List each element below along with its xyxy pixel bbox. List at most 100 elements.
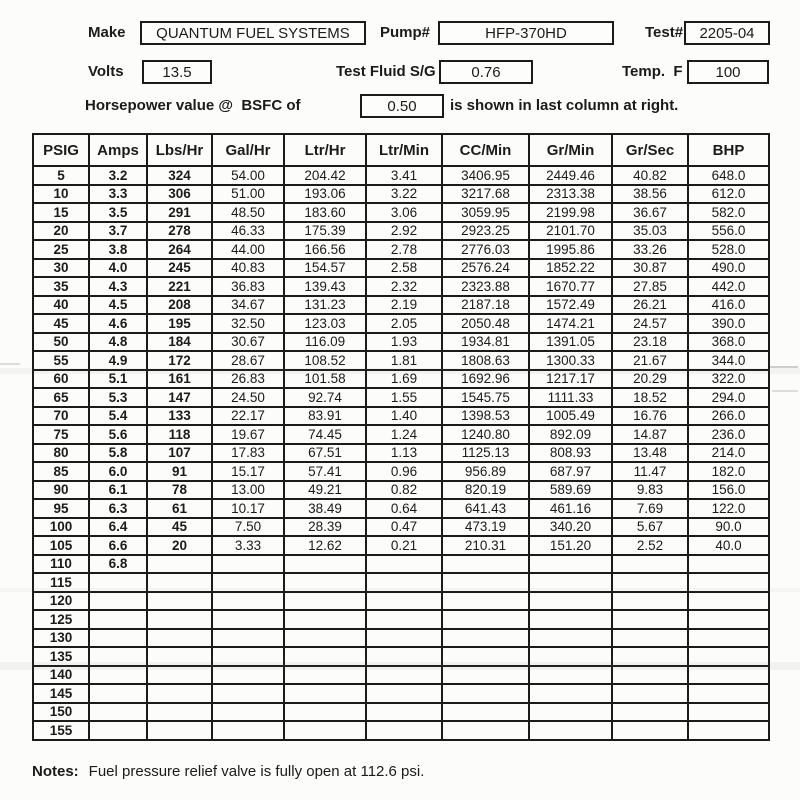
cell-gr-sec: [611, 627, 689, 648]
cell-gr-sec: [611, 572, 689, 593]
table-row: 135: [32, 646, 770, 667]
cell-gr-sec: [611, 609, 689, 630]
cell-bhp: 416.0: [687, 294, 770, 315]
cell-gr-min: 808.93: [528, 442, 613, 463]
cell-gr-min: [528, 664, 613, 685]
table-row: 155: [32, 720, 770, 741]
cell-bhp: 122.0: [687, 498, 770, 519]
cell-gr-sec: 36.67: [611, 202, 689, 223]
cell-lbs-hr: 291: [146, 202, 213, 223]
cell-ltr-hr: 83.91: [283, 405, 367, 426]
cell-gal-hr: 51.00: [211, 183, 285, 204]
test-number-label: Test#: [645, 24, 684, 41]
cell-ltr-hr: [283, 553, 367, 574]
cell-amps: 3.3: [88, 183, 148, 204]
cell-bhp: 612.0: [687, 183, 770, 204]
cell-amps: 4.3: [88, 276, 148, 297]
cell-ltr-min: 1.55: [365, 387, 443, 408]
cell-ltr-hr: 38.49: [283, 498, 367, 519]
cell-ltr-hr: 204.42: [283, 165, 367, 186]
cell-gal-hr: 46.33: [211, 220, 285, 241]
cell-gr-sec: 26.21: [611, 294, 689, 315]
cell-cc-min: 2776.03: [441, 239, 530, 260]
cell-cc-min: [441, 627, 530, 648]
cell-psig: 35: [32, 276, 90, 297]
cell-bhp: 322.0: [687, 368, 770, 389]
cell-psig: 70: [32, 405, 90, 426]
cell-psig: 25: [32, 239, 90, 260]
cell-cc-min: 2576.24: [441, 257, 530, 278]
make-value: QUANTUM FUEL SYSTEMS: [156, 24, 350, 42]
cell-bhp: 156.0: [687, 479, 770, 500]
cell-lbs-hr: 61: [146, 498, 213, 519]
cell-psig: 140: [32, 664, 90, 685]
cell-gr-min: [528, 701, 613, 722]
cell-lbs-hr: [146, 553, 213, 574]
table-row: 35 4.3 221 36.83 139.43 2.32 2323.88 1670.77 27.…: [32, 276, 770, 297]
cell-ltr-min: [365, 553, 443, 574]
cell-psig: 145: [32, 683, 90, 704]
cell-cc-min: [441, 590, 530, 611]
cell-ltr-hr: 74.45: [283, 424, 367, 445]
test-number-field: 2205-04: [684, 21, 770, 45]
cell-gal-hr: 13.00: [211, 479, 285, 500]
cell-amps: 4.5: [88, 294, 148, 315]
table-row: 5 3.2 324 54.00 204.42 3.41 3406.95 2449.46 40.8…: [32, 165, 770, 186]
cell-gr-sec: 5.67: [611, 516, 689, 537]
cell-gr-sec: 7.69: [611, 498, 689, 519]
cell-bhp: 182.0: [687, 461, 770, 482]
cell-cc-min: 1934.81: [441, 331, 530, 352]
cell-lbs-hr: 324: [146, 165, 213, 186]
cell-bhp: [687, 572, 770, 593]
cell-psig: 20: [32, 220, 90, 241]
cell-cc-min: 3406.95: [441, 165, 530, 186]
cell-amps: 5.8: [88, 442, 148, 463]
cell-ltr-min: 1.13: [365, 442, 443, 463]
cell-lbs-hr: 161: [146, 368, 213, 389]
cell-lbs-hr: 195: [146, 313, 213, 334]
cell-ltr-min: 2.92: [365, 220, 443, 241]
test-fluid-sg-label: Test Fluid S/G: [336, 63, 436, 80]
cell-cc-min: [441, 572, 530, 593]
cell-gr-min: 1474.21: [528, 313, 613, 334]
cell-gal-hr: 15.17: [211, 461, 285, 482]
cell-lbs-hr: 91: [146, 461, 213, 482]
cell-lbs-hr: 208: [146, 294, 213, 315]
cell-cc-min: 1692.96: [441, 368, 530, 389]
cell-lbs-hr: 278: [146, 220, 213, 241]
notes-line: Notes: Fuel pressure relief valve is full…: [32, 763, 424, 780]
table-row: 130: [32, 627, 770, 648]
column-header-ltr-min: Ltr/Min: [365, 133, 443, 167]
cell-bhp: [687, 683, 770, 704]
cell-cc-min: [441, 720, 530, 741]
cell-ltr-min: [365, 720, 443, 741]
cell-psig: 120: [32, 590, 90, 611]
cell-amps: 6.3: [88, 498, 148, 519]
cell-psig: 130: [32, 627, 90, 648]
cell-cc-min: 1240.80: [441, 424, 530, 445]
cell-gr-sec: 18.52: [611, 387, 689, 408]
cell-bhp: [687, 609, 770, 630]
cell-ltr-min: [365, 664, 443, 685]
cell-cc-min: 2323.88: [441, 276, 530, 297]
cell-ltr-min: 0.64: [365, 498, 443, 519]
temp-f-label: Temp. F: [622, 63, 683, 80]
cell-ltr-min: 2.32: [365, 276, 443, 297]
cell-gr-min: [528, 683, 613, 704]
table-row: 115: [32, 572, 770, 593]
cell-bhp: [687, 646, 770, 667]
cell-amps: 3.2: [88, 165, 148, 186]
cell-cc-min: 3217.68: [441, 183, 530, 204]
cell-psig: 55: [32, 350, 90, 371]
table-row: 15 3.5 291 48.50 183.60 3.06 3059.95 2199.98 36.…: [32, 202, 770, 223]
cell-gal-hr: [211, 720, 285, 741]
cell-amps: [88, 683, 148, 704]
cell-ltr-hr: 92.74: [283, 387, 367, 408]
cell-gr-sec: [611, 590, 689, 611]
cell-psig: 75: [32, 424, 90, 445]
cell-psig: 65: [32, 387, 90, 408]
cell-amps: [88, 572, 148, 593]
cell-gal-hr: [211, 683, 285, 704]
table-row: 90 6.1 78 13.00 49.21 0.82 820.19 589.69 9.83 156…: [32, 479, 770, 500]
cell-gr-min: [528, 609, 613, 630]
